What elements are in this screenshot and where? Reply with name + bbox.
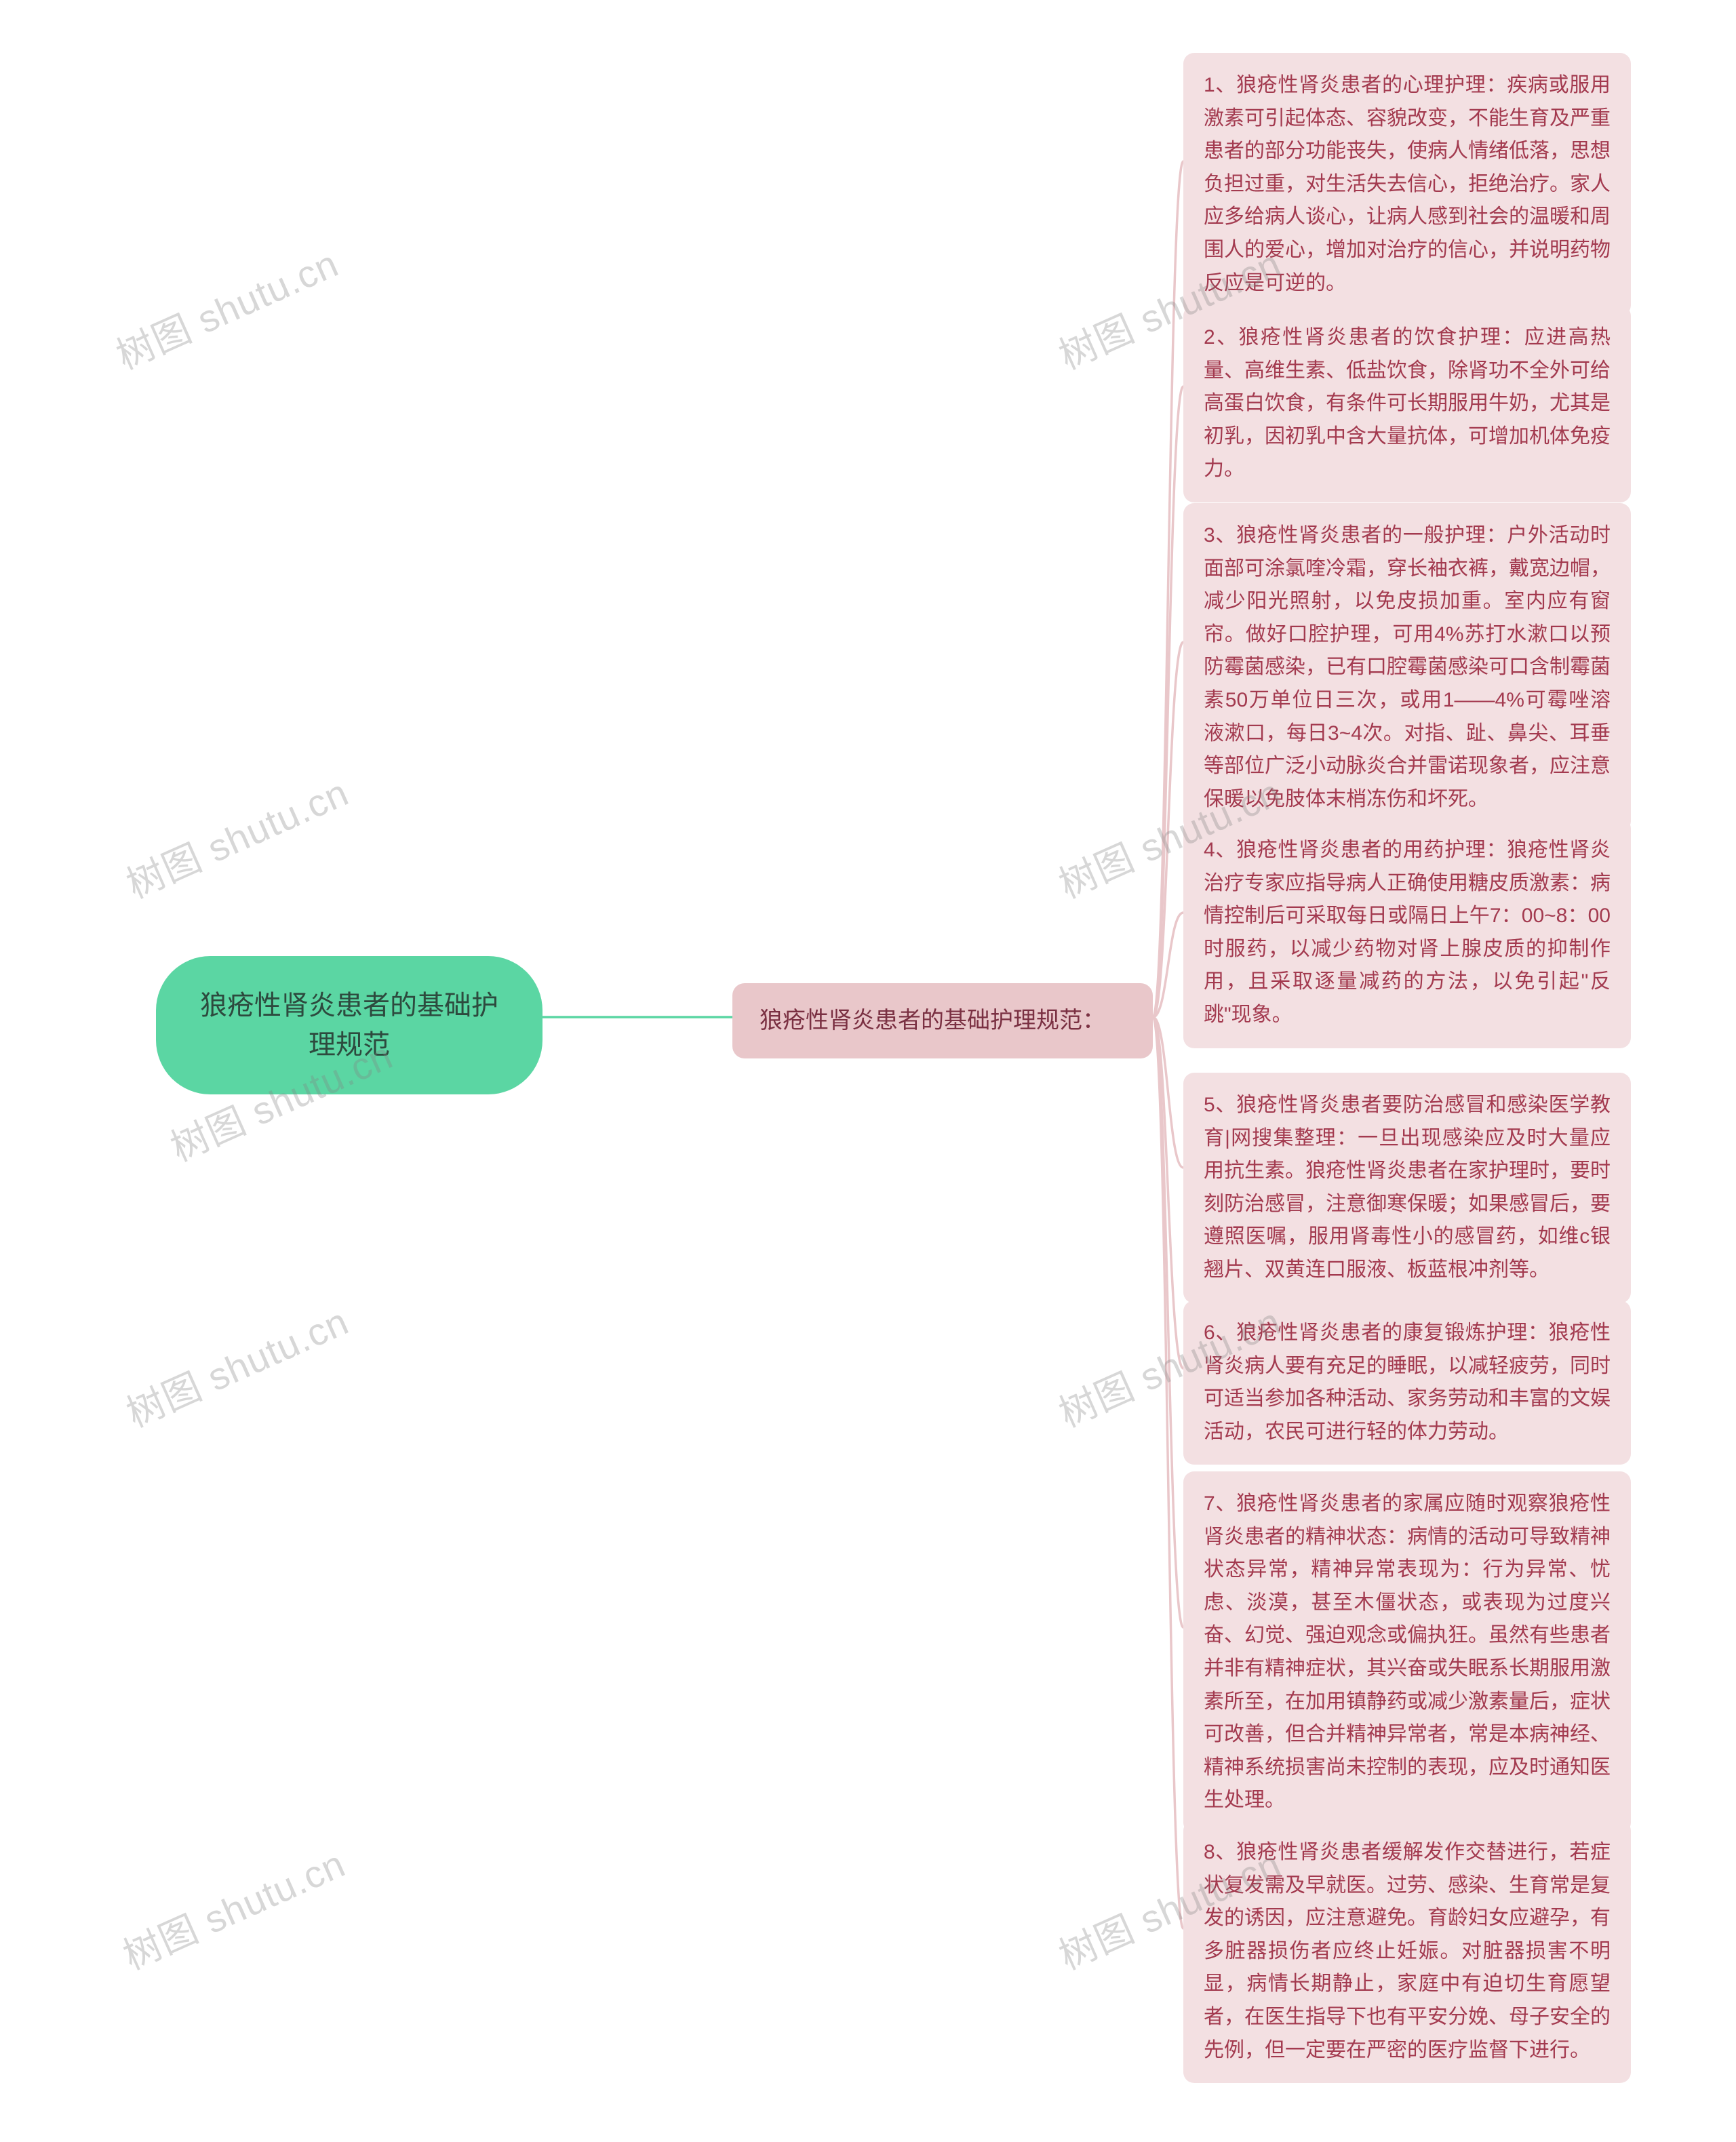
subtopic-node: 狼疮性肾炎患者的基础护理规范： <box>732 983 1153 1058</box>
watermark: 树图 shutu.cn <box>113 1834 353 1981</box>
leaf-node-text: 6、狼疮性肾炎患者的康复锻炼护理：狼疮性肾炎病人要有充足的睡眠，以减轻疲劳，同时… <box>1204 1322 1611 1443</box>
leaf-node: 5、狼疮性肾炎患者要防治感冒和感染医学教育|网搜集整理：一旦出现感染应及时大量应… <box>1183 1073 1631 1303</box>
leaf-node: 6、狼疮性肾炎患者的康复锻炼护理：狼疮性肾炎病人要有充足的睡眠，以减轻疲劳，同时… <box>1183 1301 1631 1465</box>
leaf-node: 8、狼疮性肾炎患者缓解发作交替进行，若症状复发需及早就医。过劳、感染、生育常是复… <box>1183 1820 1631 2083</box>
leaf-node-text: 2、狼疮性肾炎患者的饮食护理：应进高热量、高维生素、低盐饮食，除肾功不全外可给高… <box>1204 326 1611 480</box>
mindmap-canvas: 狼疮性肾炎患者的基础护理规范 狼疮性肾炎患者的基础护理规范： 1、狼疮性肾炎患者… <box>0 0 1736 2142</box>
leaf-node: 3、狼疮性肾炎患者的一般护理：户外活动时面部可涂氯喹冷霜，穿长袖衣裤，戴宽边帽，… <box>1183 503 1631 832</box>
leaf-node-text: 1、狼疮性肾炎患者的心理护理：疾病或服用激素可引起体态、容貌改变，不能生育及严重… <box>1204 74 1611 294</box>
leaf-node-text: 8、狼疮性肾炎患者缓解发作交替进行，若症状复发需及早就医。过劳、感染、生育常是复… <box>1204 1841 1611 2061</box>
leaf-node: 7、狼疮性肾炎患者的家属应随时观察狼疮性肾炎患者的精神状态：病情的活动可导致精神… <box>1183 1471 1631 1833</box>
leaf-node-text: 5、狼疮性肾炎患者要防治感冒和感染医学教育|网搜集整理：一旦出现感染应及时大量应… <box>1204 1094 1611 1281</box>
watermark: 树图 shutu.cn <box>117 763 356 909</box>
leaf-node: 2、狼疮性肾炎患者的饮食护理：应进高热量、高维生素、低盐饮食，除肾功不全外可给高… <box>1183 305 1631 502</box>
leaf-node-text: 3、狼疮性肾炎患者的一般护理：户外活动时面部可涂氯喹冷霜，穿长袖衣裤，戴宽边帽，… <box>1204 524 1611 810</box>
subtopic-node-label: 狼疮性肾炎患者的基础护理规范： <box>760 1008 1105 1033</box>
leaf-node: 1、狼疮性肾炎患者的心理护理：疾病或服用激素可引起体态、容貌改变，不能生育及严重… <box>1183 53 1631 316</box>
watermark: 树图 shutu.cn <box>106 234 346 380</box>
watermark: 树图 shutu.cn <box>117 1292 356 1438</box>
root-node: 狼疮性肾炎患者的基础护理规范 <box>156 956 542 1094</box>
leaf-node: 4、狼疮性肾炎患者的用药护理：狼疮性肾炎治疗专家应指导病人正确使用糖皮质激素：病… <box>1183 818 1631 1048</box>
leaf-node-text: 7、狼疮性肾炎患者的家属应随时观察狼疮性肾炎患者的精神状态：病情的活动可导致精神… <box>1204 1492 1611 1811</box>
leaf-node-text: 4、狼疮性肾炎患者的用药护理：狼疮性肾炎治疗专家应指导病人正确使用糖皮质激素：病… <box>1204 839 1611 1026</box>
root-node-label: 狼疮性肾炎患者的基础护理规范 <box>200 991 498 1060</box>
